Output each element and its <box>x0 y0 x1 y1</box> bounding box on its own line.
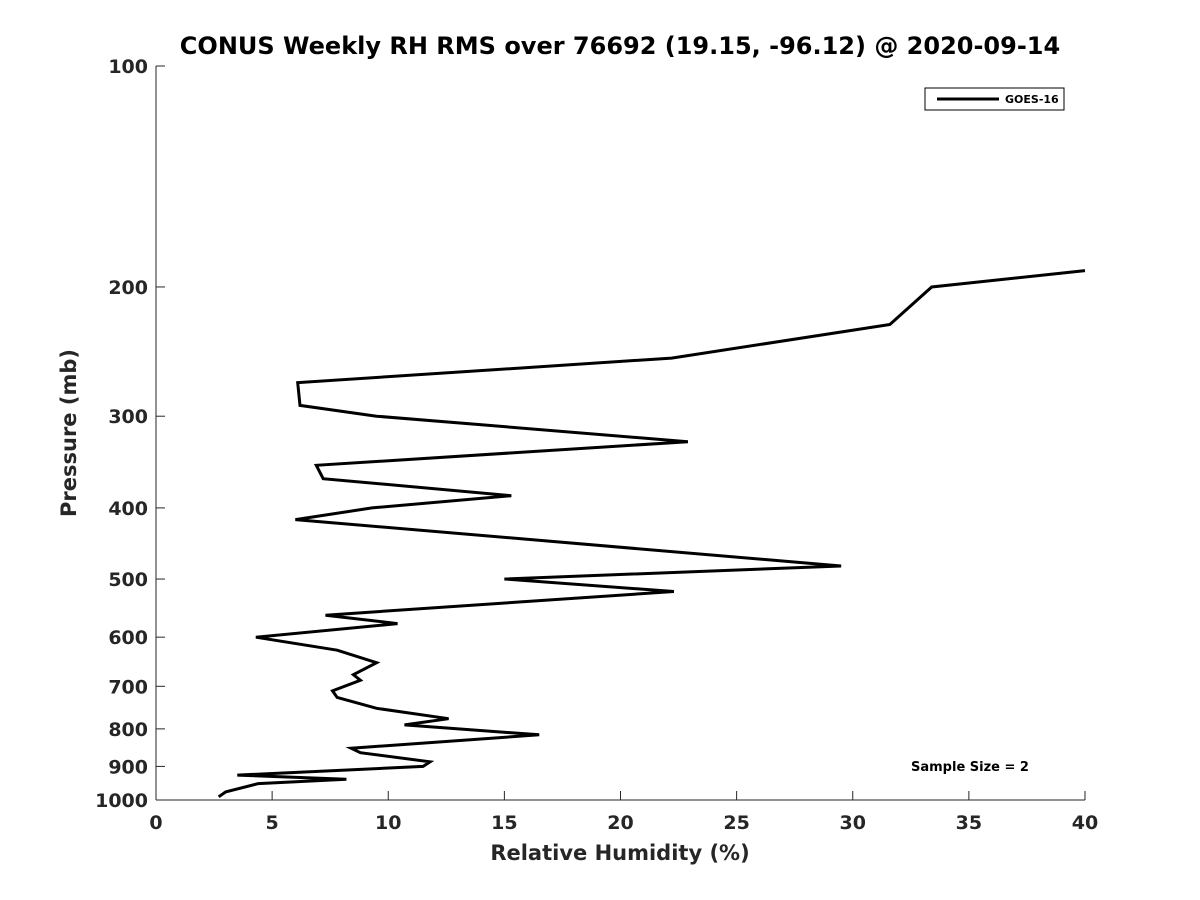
series-line-goes-16 <box>217 269 1086 799</box>
y-tick-label: 800 <box>108 719 148 741</box>
y-tick-label: 900 <box>108 756 148 778</box>
x-tick-label: 20 <box>607 812 633 834</box>
y-tick-label: 500 <box>108 569 148 591</box>
plot-area <box>156 66 1085 800</box>
y-tick-label: 600 <box>108 627 148 649</box>
y-axis-label: Pressure (mb) <box>57 349 81 517</box>
x-tick-label: 40 <box>1072 812 1098 834</box>
x-axis-label: Relative Humidity (%) <box>490 841 749 865</box>
y-tick-label: 100 <box>108 56 148 78</box>
axes: 0 5 10 15 20 25 30 35 40 100 200 300 400 500 600 700 800… <box>95 56 1098 834</box>
x-tick-label: 0 <box>149 812 162 834</box>
legend-label: GOES-16 <box>1005 93 1059 106</box>
series-layer <box>217 269 1086 799</box>
x-tick-label: 5 <box>266 812 279 834</box>
x-tick-label: 15 <box>491 812 517 834</box>
legend: GOES-16 <box>924 87 1065 111</box>
y-tick-label: 300 <box>108 406 148 428</box>
chart-title: CONUS Weekly RH RMS over 76692 (19.15, -… <box>180 32 1060 60</box>
x-tick-label: 35 <box>956 812 982 834</box>
y-tick-label: 200 <box>108 277 148 299</box>
x-tick-label: 25 <box>723 812 749 834</box>
sample-size-annotation: Sample Size = 2 <box>911 760 1029 775</box>
y-tick-label: 1000 <box>95 790 148 812</box>
y-tick-label: 400 <box>108 498 148 520</box>
x-tick-label: 30 <box>840 812 866 834</box>
x-tick-label: 10 <box>375 812 401 834</box>
y-tick-label: 700 <box>108 676 148 698</box>
